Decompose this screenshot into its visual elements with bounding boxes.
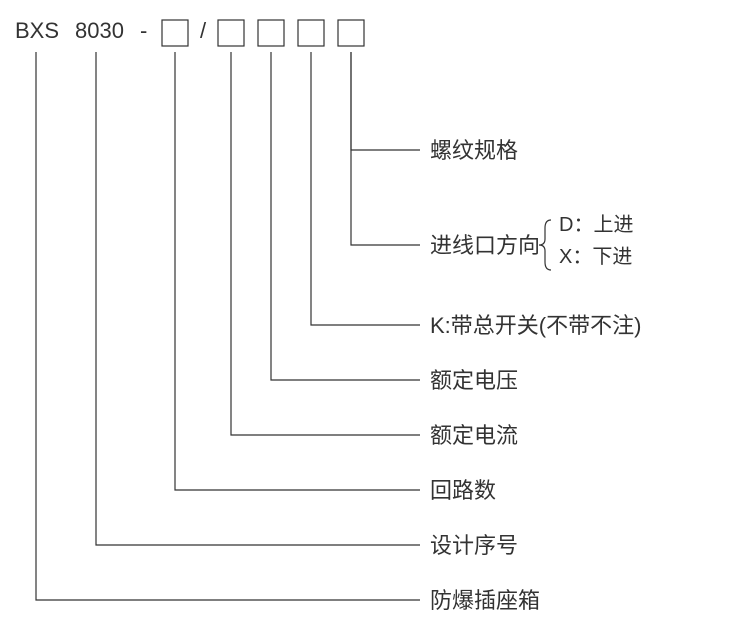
leader-label: 额定电流	[430, 423, 518, 448]
leader-label: K:带总开关(不带不注)	[430, 313, 641, 338]
model-segment: 8030	[75, 18, 124, 43]
leader-label: 设计序号	[430, 533, 518, 558]
model-code-diagram: BXS 8030- / 螺纹规格防爆插座箱 设计序号 回路数 额定电流 额定电压 K:带总开关(…	[0, 0, 730, 638]
model-segment: BXS	[15, 18, 59, 43]
leader-label: 回路数	[430, 478, 496, 503]
leader-label: 进线口方向	[430, 233, 540, 258]
leader-label: 螺纹规格	[430, 138, 518, 163]
model-segment: -	[140, 18, 147, 43]
model-segment: /	[200, 18, 207, 43]
leader-label: 额定电压	[430, 368, 518, 393]
leader-label: 防爆插座箱	[430, 588, 540, 613]
option-label: X：下进	[559, 245, 632, 268]
option-label: D：上进	[559, 213, 633, 236]
